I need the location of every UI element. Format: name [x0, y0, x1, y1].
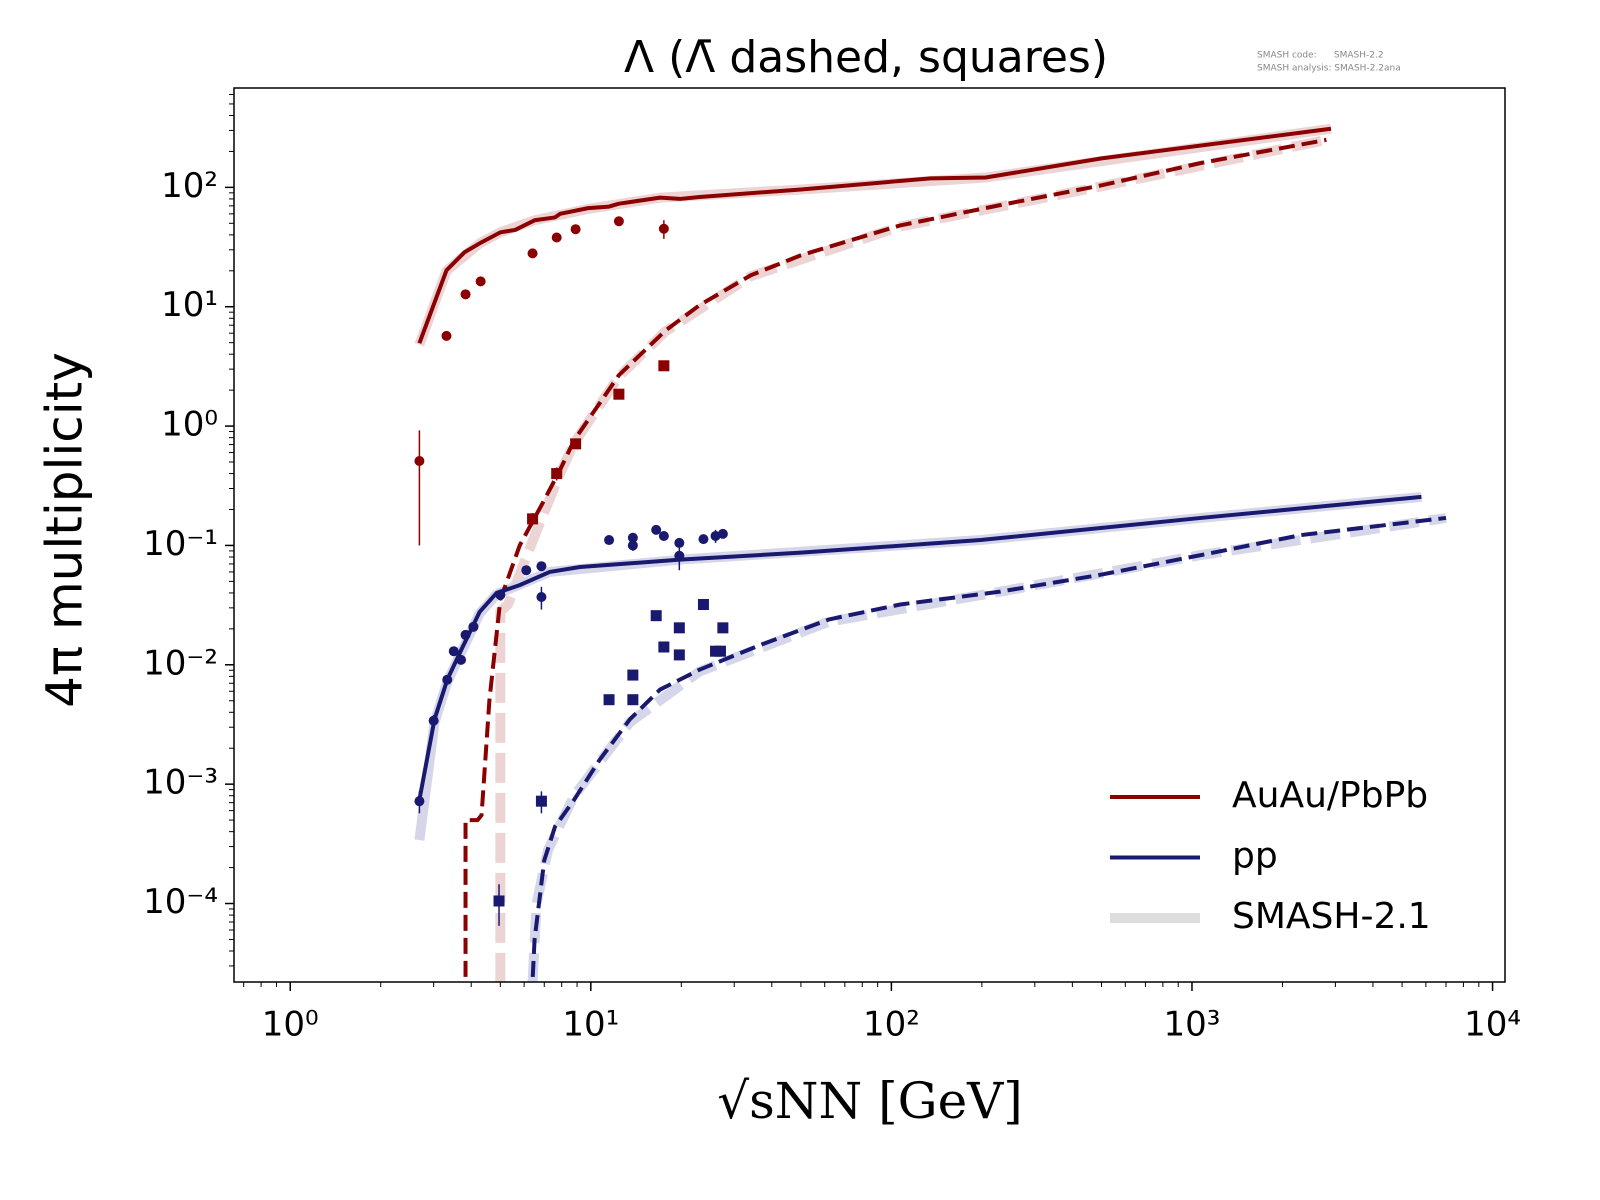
- data-point: [674, 537, 685, 548]
- data-point: [536, 561, 547, 572]
- data-point: [414, 455, 425, 466]
- data-point: [673, 622, 685, 634]
- x-tick-label: 10³: [1164, 1005, 1221, 1045]
- x-tick-label: 10¹: [562, 1005, 619, 1045]
- data-point: [717, 622, 729, 634]
- data-point: [468, 621, 479, 632]
- data-point: [448, 646, 459, 657]
- legend-label: AuAu/PbPb: [1232, 775, 1428, 816]
- version-note: SMASH analysis: SMASH-2.2ana: [1257, 64, 1401, 74]
- data-point: [535, 795, 547, 807]
- data-point: [536, 591, 547, 602]
- y-tick-label: 10⁻²: [143, 643, 218, 683]
- x-tick-label: 10⁰: [262, 1005, 319, 1045]
- y-tick-label: 10⁻⁴: [143, 882, 218, 922]
- data-point: [674, 550, 685, 561]
- x-tick-label: 10²: [863, 1005, 920, 1045]
- series-line: [417, 494, 1422, 801]
- data-point: [570, 224, 581, 235]
- legend-label: SMASH-2.1: [1232, 896, 1431, 937]
- data-point: [460, 629, 471, 640]
- data-point: [697, 599, 709, 611]
- data-point: [698, 534, 709, 545]
- data-point: [493, 895, 505, 907]
- data-point: [551, 232, 562, 243]
- y-tick-label: 10¹: [161, 285, 218, 325]
- data-point: [658, 530, 669, 541]
- axes-frame: [233, 87, 1506, 983]
- data-point: [441, 330, 452, 341]
- y-tick-label: 10⁰: [161, 405, 218, 445]
- data-point: [613, 388, 625, 400]
- plot-area: [414, 123, 1447, 982]
- data-point: [604, 535, 615, 546]
- y-tick-label: 10⁻¹: [143, 524, 218, 564]
- data-point: [627, 532, 638, 543]
- data-point: [658, 360, 670, 372]
- chart-title: Λ (Λ̄ dashed, squares): [624, 32, 1108, 83]
- series-line: [463, 137, 1327, 982]
- data-point: [527, 248, 538, 259]
- data-point: [521, 565, 532, 576]
- data-point: [475, 276, 486, 287]
- data-point: [627, 540, 638, 551]
- data-point: [428, 715, 439, 726]
- data-point: [650, 610, 662, 622]
- data-point: [658, 223, 669, 234]
- data-point: [551, 468, 563, 480]
- data-point: [570, 438, 582, 450]
- x-axis-label: √sNN [GeV]: [717, 1072, 1023, 1130]
- series-line: [530, 515, 1447, 982]
- y-tick-label: 10⁻³: [143, 763, 218, 803]
- legend-label: pp: [1232, 836, 1278, 877]
- data-point: [414, 796, 425, 807]
- data-point: [651, 524, 662, 535]
- data-point: [627, 694, 639, 706]
- data-point: [673, 649, 685, 661]
- data-point: [527, 513, 539, 525]
- data-point: [714, 645, 726, 657]
- y-axis-label: 4π multiplicity: [36, 352, 94, 708]
- data-point: [456, 654, 467, 665]
- data-point: [495, 589, 506, 600]
- y-tick-label: 10²: [161, 166, 218, 206]
- data-point: [627, 669, 639, 681]
- data-point: [613, 216, 624, 227]
- data-point: [658, 641, 670, 653]
- data-point: [717, 528, 728, 539]
- x-tick-label: 10⁴: [1464, 1005, 1521, 1045]
- data-point: [603, 694, 615, 706]
- data-point: [460, 289, 471, 300]
- version-note: SMASH code: SMASH-2.2: [1257, 51, 1384, 61]
- series-line: [417, 126, 1332, 344]
- data-point: [442, 674, 453, 685]
- reference-line: [495, 134, 1328, 982]
